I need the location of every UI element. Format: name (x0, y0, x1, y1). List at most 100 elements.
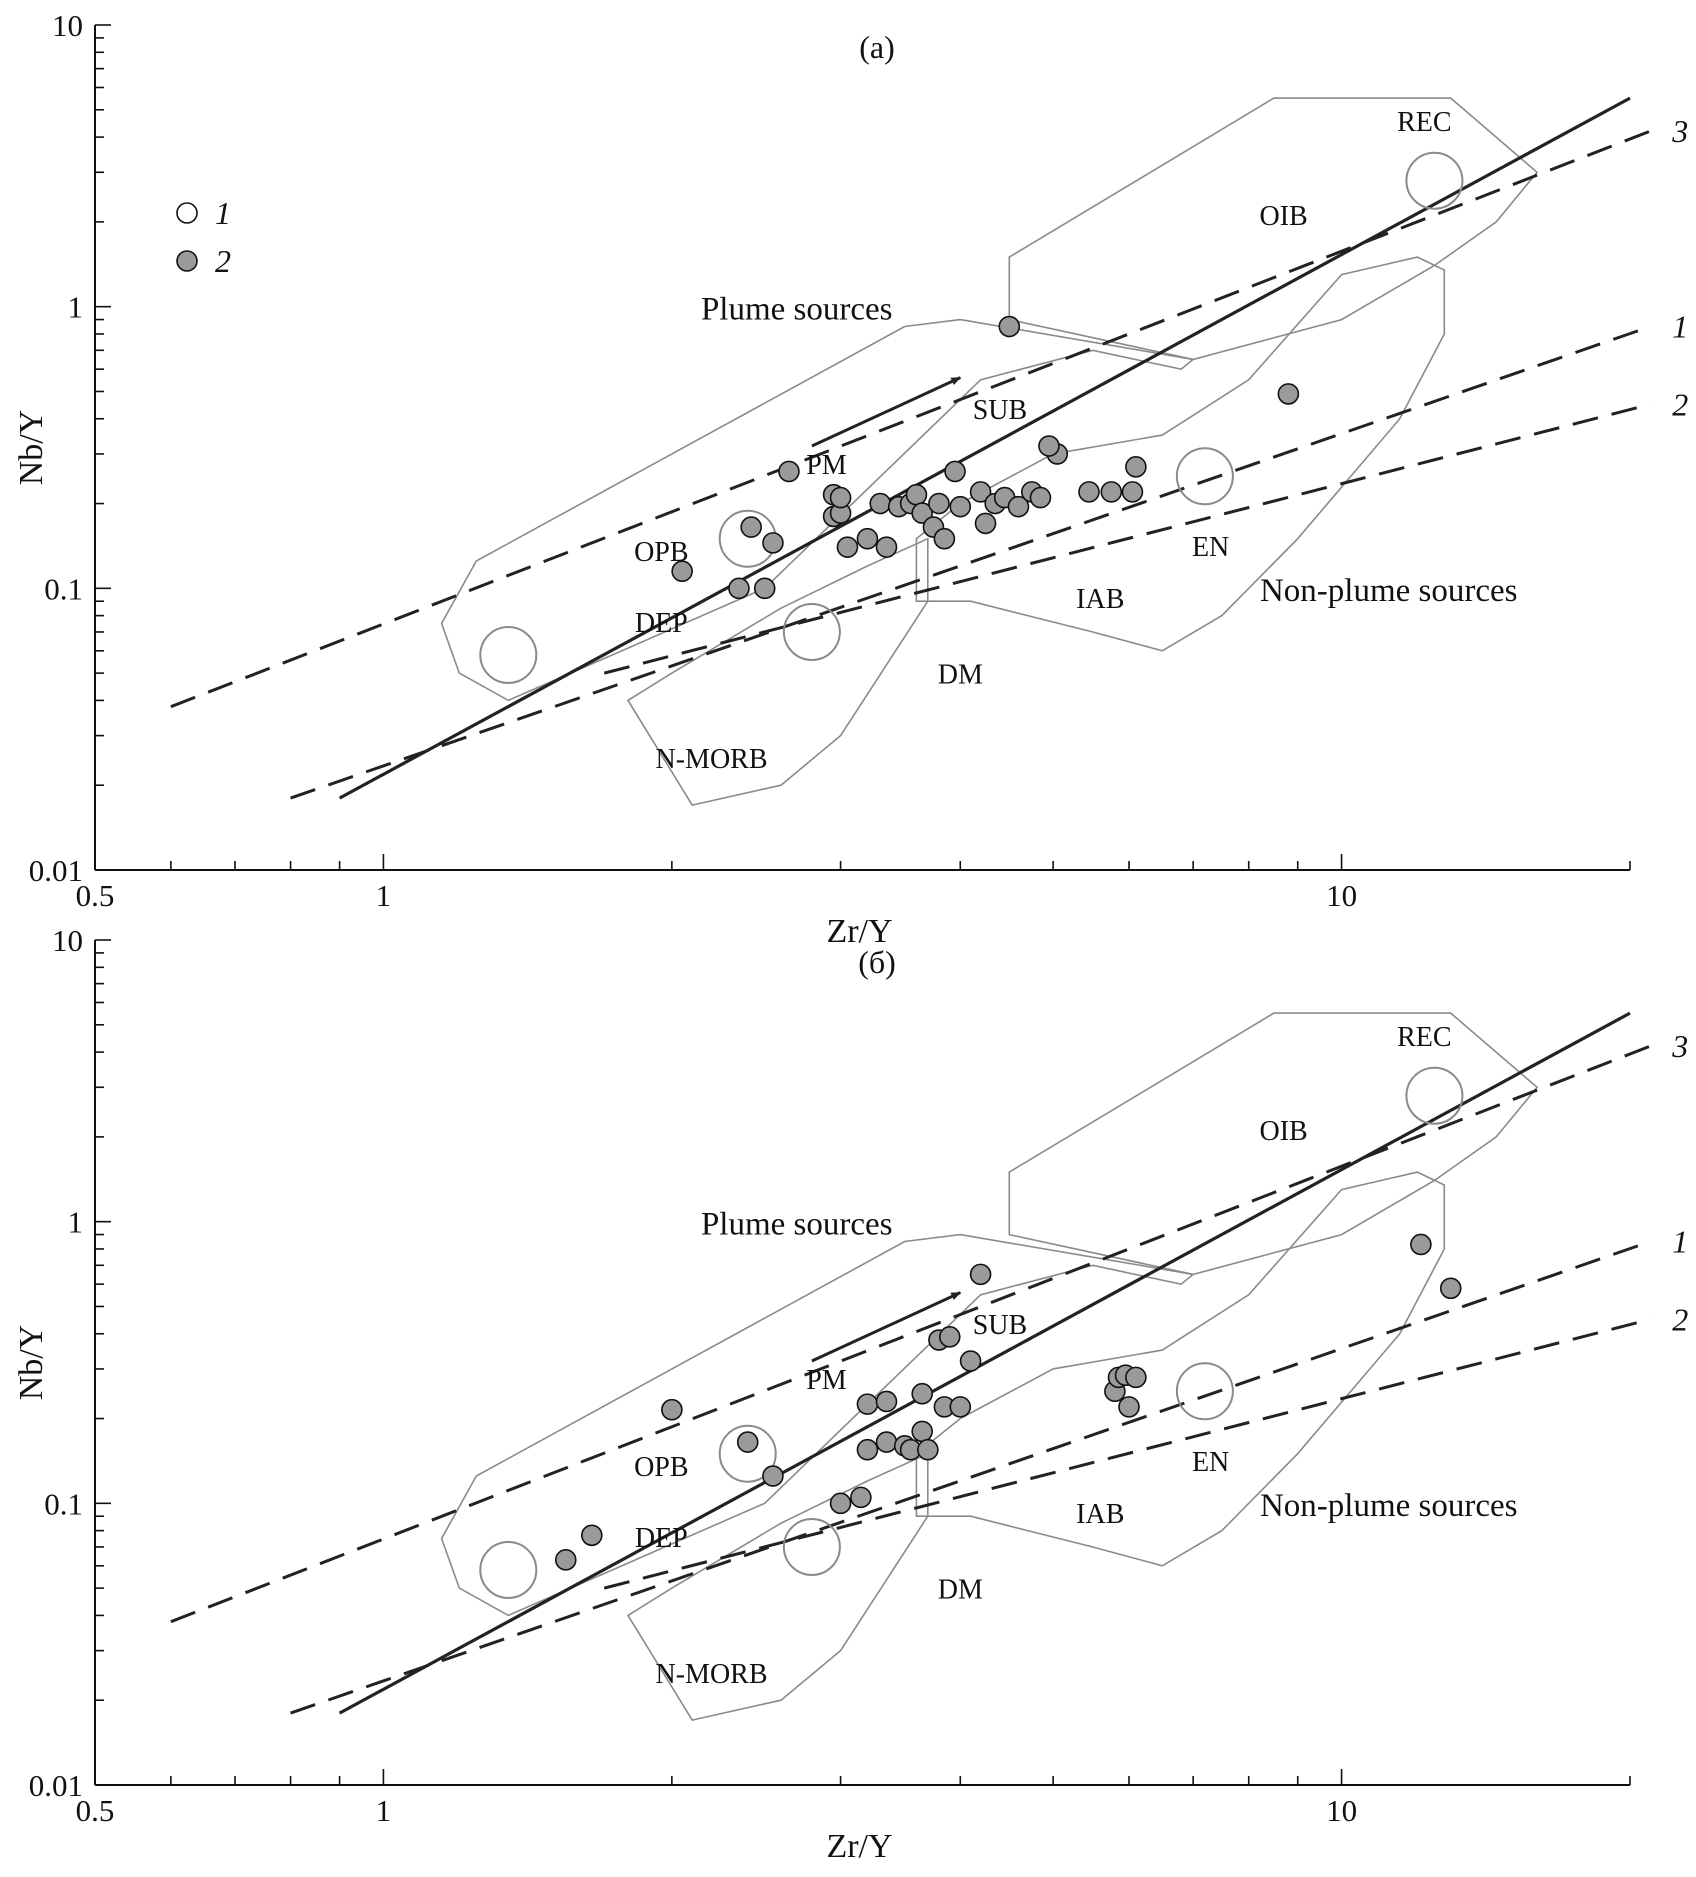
region-label: Non-plume sources (1260, 1488, 1518, 1524)
data-point (938, 1326, 961, 1348)
data-point (944, 460, 966, 483)
reservoir-circle-rec (1405, 1066, 1464, 1125)
x-tick-label: 10 (1326, 1793, 1357, 1828)
y-tick-label: 0.01 (29, 1768, 83, 1803)
panel-label: (a) (859, 29, 895, 65)
data-point (933, 527, 956, 550)
open-circle-icon (176, 202, 198, 224)
data-point (875, 1390, 898, 1413)
reservoir-circle-dep (479, 1540, 538, 1599)
data-point (829, 1492, 852, 1515)
reservoir-circle-pm (718, 1424, 777, 1483)
legend-label: 1 (215, 195, 231, 231)
data-point (661, 1398, 683, 1421)
reservoir-label: DM (938, 659, 983, 690)
reference-line-label: 3 (1671, 1028, 1688, 1064)
data-point (1100, 481, 1123, 503)
reservoir-circle-dm (782, 602, 841, 661)
data-point (753, 577, 776, 600)
x-axis-title: Zr/Y (826, 1828, 892, 1865)
reference-line-2 (603, 402, 1651, 675)
data-point (911, 1382, 933, 1405)
region-label: SUB (973, 395, 1027, 426)
data-point (1007, 495, 1030, 518)
reference-line-3 (170, 1044, 1651, 1624)
y-tick-label: 1 (68, 1205, 84, 1240)
region-label: OIB (1260, 1116, 1308, 1147)
chart-panel-b: 3 1 2 REC PM DEP DM EN OIB SUB OPB IAB N-MORB Plume s… (13, 923, 1688, 1865)
reservoir-label: REC (1397, 107, 1451, 138)
data-point (850, 1486, 872, 1509)
data-point (998, 315, 1021, 338)
data-point (959, 1350, 982, 1372)
data-point (1410, 1233, 1432, 1256)
reservoir-label: EN (1192, 1447, 1229, 1478)
data-point (736, 1431, 759, 1453)
reservoir-circle-en (1175, 1362, 1234, 1421)
data-point (836, 536, 859, 558)
field-outline-oib (1008, 97, 1539, 361)
y-tick-label: 0.1 (44, 571, 83, 606)
data-point (1439, 1277, 1462, 1300)
y-axis-title: Nb/Y (13, 410, 50, 486)
region-label: Plume sources (701, 292, 893, 328)
reservoir-circle-rec (1405, 151, 1464, 210)
reservoir-label: REC (1397, 1022, 1451, 1053)
data-point (671, 560, 693, 583)
trend-arrow (811, 376, 962, 448)
reference-line-label: 1 (1672, 309, 1688, 345)
data-point (949, 495, 972, 518)
reference-line-1 (290, 1240, 1651, 1715)
y-tick-label: 10 (52, 923, 83, 958)
reservoir-circle-dep (479, 625, 538, 684)
data-point (928, 492, 950, 515)
region-label: N-MORB (656, 1659, 768, 1690)
x-tick-label: 1 (376, 1793, 392, 1828)
data-point (829, 486, 852, 509)
x-axis-title: Zr/Y (826, 913, 892, 950)
x-tick-label: 0.5 (76, 878, 115, 913)
data-point (762, 532, 784, 554)
data-point (875, 536, 898, 558)
data-point (856, 527, 879, 550)
reservoir-label: DEP (635, 1523, 688, 1554)
regression-line (338, 1011, 1631, 1715)
region-label: OIB (1260, 201, 1308, 232)
reservoir-circle-dm (782, 1517, 841, 1576)
reference-line-label: 2 (1672, 1301, 1688, 1337)
data-point (581, 1524, 603, 1547)
data-point (905, 483, 928, 506)
data-point (856, 1393, 879, 1415)
y-axis-title: Nb/Y (13, 1325, 50, 1401)
region-label: Plume sources (701, 1207, 893, 1243)
data-point (969, 1263, 992, 1286)
data-point (949, 1396, 972, 1418)
data-point (1277, 383, 1300, 405)
data-point (856, 1438, 879, 1461)
field-outline-oib (1008, 1012, 1539, 1276)
reservoir-label: DEP (635, 608, 688, 639)
data-point (974, 512, 997, 535)
trend-arrow (811, 1291, 962, 1363)
data-point (1078, 481, 1100, 503)
region-label: IAB (1076, 1499, 1124, 1530)
data-point (869, 492, 892, 515)
reference-line-1 (290, 325, 1651, 800)
field-outline-opb (440, 1233, 1196, 1617)
data-point (911, 502, 933, 524)
y-tick-label: 0.1 (44, 1486, 83, 1521)
reference-line-3 (170, 129, 1651, 709)
data-point (917, 1438, 939, 1461)
field-outline-opb (440, 318, 1196, 702)
data-point (728, 577, 750, 600)
data-point (1125, 456, 1147, 478)
data-point (762, 1465, 784, 1487)
reference-line-label: 1 (1672, 1224, 1688, 1260)
reference-line-2 (603, 1317, 1651, 1590)
reservoir-circle-en (1175, 447, 1234, 506)
regression-line (338, 96, 1631, 800)
panel-label: (б) (858, 944, 896, 980)
reference-line-label: 3 (1671, 113, 1688, 149)
